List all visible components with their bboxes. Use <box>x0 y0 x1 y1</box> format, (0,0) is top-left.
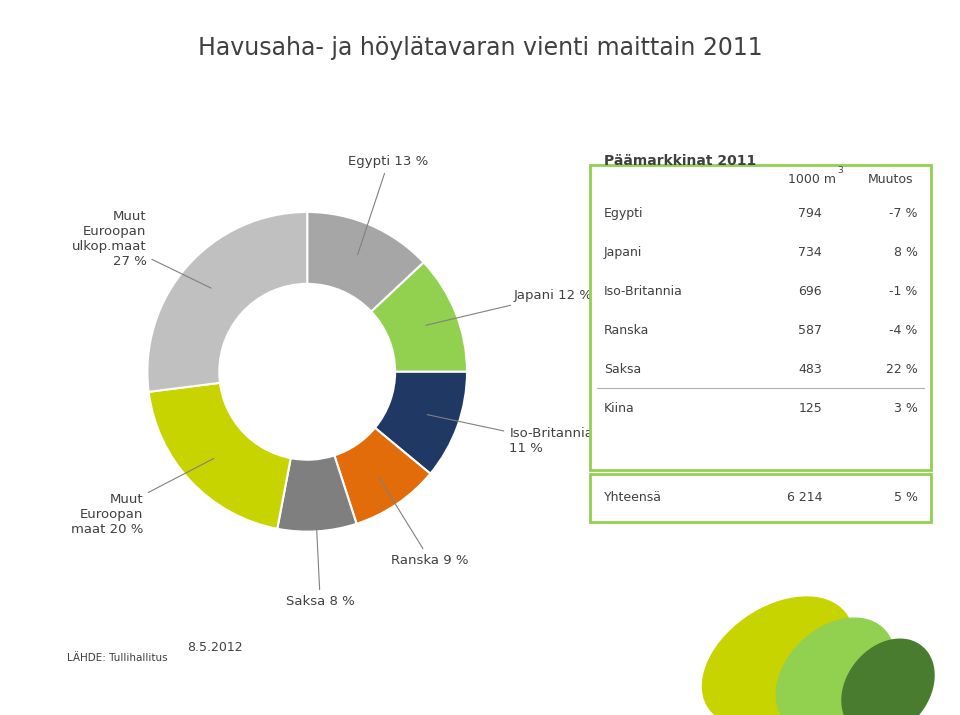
Text: 3 %: 3 % <box>894 402 918 415</box>
Wedge shape <box>334 428 430 524</box>
Text: 6 214: 6 214 <box>786 491 822 504</box>
Text: Yhteensä: Yhteensä <box>604 491 662 504</box>
Text: 5 %: 5 % <box>894 491 918 504</box>
Text: Muutos: Muutos <box>868 174 913 187</box>
Text: Egypti: Egypti <box>604 207 643 220</box>
Wedge shape <box>307 212 423 312</box>
Text: Havusaha- ja höylätavaran vienti maittain 2011: Havusaha- ja höylätavaran vienti maittai… <box>198 36 762 60</box>
FancyBboxPatch shape <box>590 165 931 470</box>
Text: Egypti 13 %: Egypti 13 % <box>348 155 428 255</box>
Text: 3: 3 <box>837 166 843 175</box>
Wedge shape <box>148 212 307 392</box>
Text: -7 %: -7 % <box>889 207 918 220</box>
Text: 125: 125 <box>799 402 822 415</box>
Text: Iso-Britannia
11 %: Iso-Britannia 11 % <box>427 415 593 455</box>
Text: Japani: Japani <box>604 246 642 259</box>
Text: 483: 483 <box>799 363 822 376</box>
Text: 734: 734 <box>799 246 822 259</box>
Wedge shape <box>149 383 291 529</box>
Text: Päämarkkinat 2011: Päämarkkinat 2011 <box>604 154 756 168</box>
Text: 587: 587 <box>798 324 822 337</box>
Text: 22 %: 22 % <box>886 363 918 376</box>
Text: 8.5.2012: 8.5.2012 <box>187 641 243 654</box>
Text: -1 %: -1 % <box>889 285 918 298</box>
Text: LÄHDE: Tullihallitus: LÄHDE: Tullihallitus <box>67 654 168 664</box>
Text: Muut
Euroopan
ulkop.maat
27 %: Muut Euroopan ulkop.maat 27 % <box>72 209 211 288</box>
Wedge shape <box>375 372 467 473</box>
Wedge shape <box>372 262 467 372</box>
Text: 1000 m: 1000 m <box>788 174 836 187</box>
Text: Muut
Euroopan
maat 20 %: Muut Euroopan maat 20 % <box>71 458 214 536</box>
Text: Japani 12 %: Japani 12 % <box>426 289 592 325</box>
Text: Iso-Britannia: Iso-Britannia <box>604 285 683 298</box>
Text: Kiina: Kiina <box>604 402 635 415</box>
Text: 794: 794 <box>799 207 822 220</box>
Text: -4 %: -4 % <box>889 324 918 337</box>
Text: 696: 696 <box>799 285 822 298</box>
Text: Saksa: Saksa <box>604 363 641 376</box>
Text: 8 %: 8 % <box>894 246 918 259</box>
Wedge shape <box>277 455 356 532</box>
Text: Saksa 8 %: Saksa 8 % <box>286 499 354 608</box>
FancyBboxPatch shape <box>590 473 931 522</box>
Text: Ranska: Ranska <box>604 324 649 337</box>
Text: Ranska 9 %: Ranska 9 % <box>379 478 468 567</box>
